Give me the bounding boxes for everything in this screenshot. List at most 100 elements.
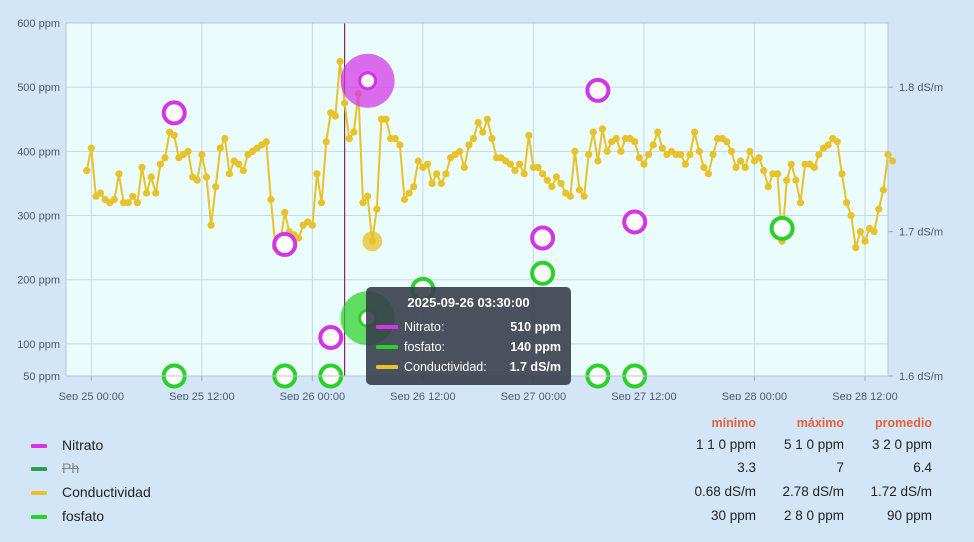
legend-min: 1 1 0 ppm	[695, 437, 756, 452]
legend-item-ph[interactable]: Ph 3.3 7 6.4	[0, 457, 974, 479]
legend-label: Nitrato	[62, 437, 104, 453]
conductividad-point	[640, 160, 648, 168]
conductividad-point	[773, 170, 782, 178]
legend-item-nitrato[interactable]: Nitrato 1 1 0 ppm 5 1 0 ppm 3 2 0 ppm	[0, 434, 974, 456]
conductividad-point	[741, 163, 749, 172]
conductividad-point	[617, 147, 625, 155]
tooltip-label: fosfato:	[404, 340, 445, 354]
conductividad-point	[783, 176, 791, 184]
legend-swatch	[31, 491, 47, 495]
legend-header-max: máximo	[796, 416, 844, 430]
x-tick-label: Sep 28 00:00	[722, 391, 787, 400]
conductividad-point	[732, 163, 740, 172]
x-tick-label: Sep 26 00:00	[280, 391, 345, 400]
legend-header-min: mínimo	[711, 416, 756, 430]
conductividad-point	[847, 211, 855, 220]
legend-avg: 1.72 dS/m	[870, 484, 932, 499]
legend-header-avg: promedio	[875, 416, 932, 430]
conductividad-point	[594, 157, 602, 165]
y-tick-label: 600 ppm	[17, 18, 60, 30]
conductividad-point	[87, 144, 95, 152]
legend-min: 0.68 dS/m	[694, 484, 756, 499]
conductividad-point	[737, 157, 745, 165]
conductividad-point	[216, 144, 224, 152]
conductividad-point	[709, 150, 717, 159]
conductividad-point	[170, 131, 178, 139]
nitrato-point	[318, 324, 344, 350]
conductividad-point	[815, 150, 823, 159]
legend-swatch	[31, 467, 47, 471]
conductividad-point	[727, 147, 736, 155]
conductividad-point	[322, 138, 330, 146]
legend-avg: 90 ppm	[886, 508, 932, 523]
conductividad-point	[465, 141, 473, 149]
legend-swatch	[31, 444, 47, 448]
conductividad-point	[764, 183, 772, 191]
tooltip-row-nitrato: Nitrato: 510 ppm	[376, 317, 561, 337]
conductividad-point	[585, 150, 593, 159]
conductividad-point	[373, 205, 381, 213]
conductividad-point	[635, 154, 643, 162]
conductividad-point	[124, 199, 132, 207]
legend-label: fosfato	[62, 508, 105, 524]
legend-avg: 6.4	[913, 460, 932, 475]
conductividad-point	[852, 244, 860, 252]
tooltip: 2025-09-26 03:30:00 Nitrato: 510 ppm fos…	[366, 287, 571, 385]
conductividad-highlight	[362, 231, 383, 252]
nitrato-point	[272, 231, 298, 257]
conductividad-point	[889, 157, 897, 165]
conductividad-point	[488, 134, 496, 143]
conductividad-point	[345, 134, 353, 143]
conductividad-point	[723, 138, 731, 146]
legend-item-conductividad[interactable]: Conductividad 0.68 dS/m 2.78 dS/m 1.72 d…	[0, 481, 974, 503]
conductividad-point	[552, 173, 561, 181]
tooltip-row-conductividad: Conductividad: 1.7 dS/m	[376, 357, 561, 377]
tooltip-swatch-conductividad	[376, 365, 398, 369]
conductividad-point	[433, 170, 441, 178]
conductividad-point	[382, 115, 390, 123]
x-tick-label: Sep 28 12:00	[832, 391, 897, 400]
conductividad-point	[133, 199, 141, 207]
conductividad-point	[515, 160, 524, 168]
conductividad-point	[437, 179, 445, 188]
conductividad-point	[810, 163, 818, 172]
tooltip-value: 140 ppm	[510, 340, 561, 354]
conductividad-point	[161, 154, 169, 162]
conductividad-point	[391, 134, 399, 143]
conductividad-point	[396, 141, 404, 149]
x-tick-label: Sep 25 00:00	[59, 391, 124, 400]
conductividad-point	[838, 170, 846, 178]
legend-item-fosfato[interactable]: fosfato 30 ppm 2 8 0 ppm 90 ppm	[0, 505, 974, 527]
y-tick-label: 100 ppm	[17, 339, 60, 351]
conductividad-point	[400, 195, 409, 204]
conductividad-point	[359, 199, 367, 207]
legend-label: Ph	[62, 460, 80, 476]
conductividad-point	[410, 183, 418, 191]
conductividad-point	[479, 128, 487, 136]
conductividad-point	[414, 157, 422, 165]
y-tick-label: 200 ppm	[17, 275, 60, 287]
conductividad-point	[534, 163, 542, 172]
conductividad-point	[129, 192, 137, 200]
y-tick-label: 300 ppm	[17, 211, 60, 223]
conductividad-point	[405, 189, 413, 197]
conductividad-point	[833, 138, 841, 146]
conductividad-point	[96, 189, 105, 197]
conductividad-point	[658, 144, 666, 152]
x-tick-label: Sep 27 00:00	[501, 391, 566, 400]
conductividad-point	[198, 150, 206, 159]
x-tick-label: Sep 25 12:00	[169, 391, 234, 400]
conductividad-point	[644, 150, 653, 159]
conductividad-point	[239, 167, 247, 175]
legend-max: 2.78 dS/m	[782, 484, 844, 499]
conductividad-point	[147, 173, 155, 181]
conductividad-point	[138, 163, 146, 172]
y-right-tick-label: 1.8 dS/m	[899, 82, 943, 94]
conductividad-point	[336, 57, 344, 66]
conductividad-point	[350, 128, 358, 136]
conductividad-point	[792, 176, 800, 184]
conductividad-point	[267, 195, 275, 204]
conductividad-point	[364, 192, 372, 200]
conductividad-point	[207, 221, 215, 229]
conductividad-point	[511, 167, 519, 175]
